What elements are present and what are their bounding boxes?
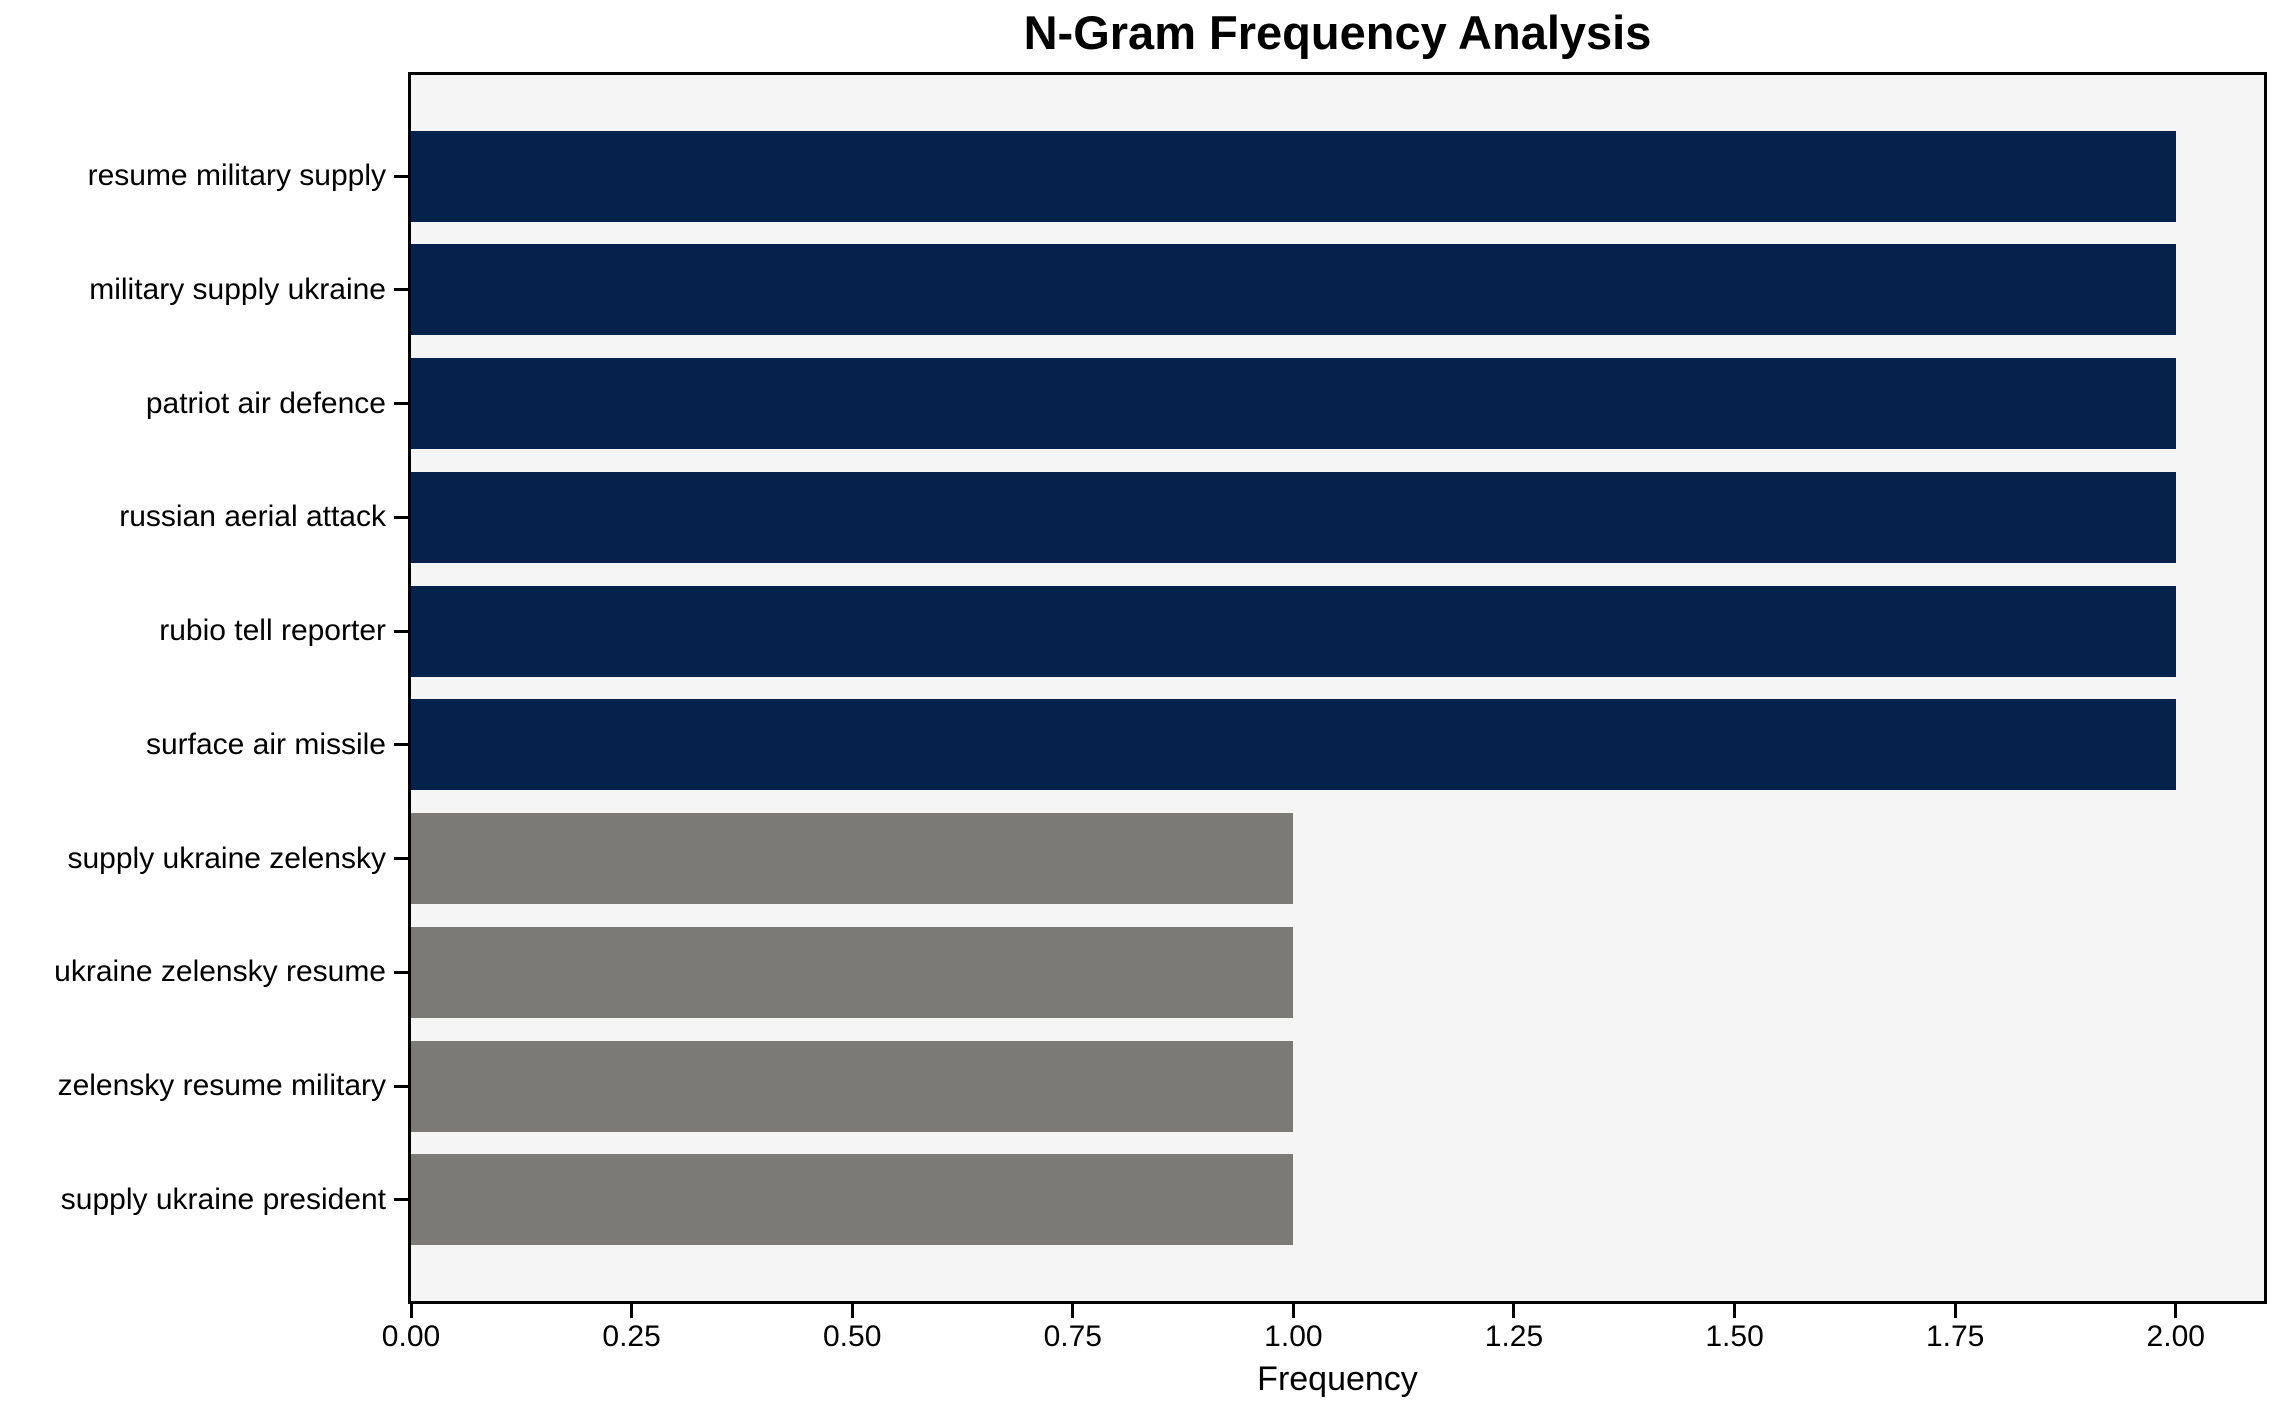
- chart-title: N-Gram Frequency Analysis: [1023, 6, 1652, 59]
- x-tick-label: 1.75: [1925, 1320, 1985, 1353]
- bar-surface-air-missile: [411, 699, 2176, 791]
- x-tick-label: 0.50: [822, 1320, 882, 1353]
- bar-zelensky-resume-military: [411, 1040, 1294, 1132]
- y-tick-mark: [394, 402, 408, 406]
- x-tick-mark: [409, 1304, 413, 1318]
- plot-area: [408, 72, 2267, 1304]
- y-tick-mark: [394, 1084, 408, 1088]
- x-tick-mark: [1512, 1304, 1516, 1318]
- bar-supply-ukraine-zelensky: [411, 813, 1294, 905]
- y-tick-label: ukraine zelensky resume: [54, 955, 386, 989]
- x-axis-title: Frequency: [1257, 1360, 1418, 1398]
- y-tick-label: surface air missile: [145, 727, 386, 761]
- x-tick-mark: [1291, 1304, 1295, 1318]
- y-tick-mark: [394, 515, 408, 519]
- x-tick-label: 0.00: [381, 1320, 441, 1353]
- bar-resume-military-supply: [411, 130, 2176, 222]
- x-tick-label: 0.25: [602, 1320, 661, 1353]
- y-tick-mark: [394, 970, 408, 974]
- y-tick-mark: [394, 743, 408, 747]
- x-tick-mark: [1733, 1304, 1737, 1318]
- y-tick-mark: [394, 857, 408, 861]
- x-tick-label: 2.00: [2146, 1320, 2205, 1353]
- x-tick-mark: [2174, 1304, 2178, 1318]
- x-tick-label: 1.50: [1705, 1320, 1764, 1353]
- bar-rubio-tell-reporter: [411, 585, 2176, 677]
- y-tick-label: military supply ukraine: [89, 272, 386, 306]
- bar-ukraine-zelensky-resume: [411, 926, 1294, 1018]
- y-tick-label: rubio tell reporter: [159, 614, 386, 648]
- bar-military-supply-ukraine: [411, 244, 2176, 336]
- bar-patriot-air-defence: [411, 358, 2176, 450]
- y-tick-mark: [394, 1198, 408, 1202]
- x-tick-mark: [1953, 1304, 1957, 1318]
- y-tick-label: patriot air defence: [145, 386, 386, 420]
- y-tick-label: resume military supply: [87, 159, 386, 193]
- x-tick-mark: [850, 1304, 854, 1318]
- y-tick-label: supply ukraine president: [60, 1182, 386, 1216]
- x-tick-label: 1.00: [1264, 1320, 1323, 1353]
- bar-supply-ukraine-president: [411, 1154, 1294, 1246]
- bar-russian-aerial-attack: [411, 471, 2176, 563]
- x-tick-label: 1.25: [1484, 1320, 1544, 1353]
- y-tick-mark: [394, 288, 408, 292]
- y-tick-label: supply ukraine zelensky: [67, 841, 386, 875]
- x-tick-mark: [1071, 1304, 1075, 1318]
- y-tick-label: russian aerial attack: [119, 500, 386, 534]
- y-tick-mark: [394, 174, 408, 178]
- y-tick-label: zelensky resume military: [57, 1069, 386, 1103]
- x-tick-label: 0.75: [1043, 1320, 1102, 1353]
- y-tick-mark: [394, 629, 408, 633]
- x-tick-mark: [630, 1304, 634, 1318]
